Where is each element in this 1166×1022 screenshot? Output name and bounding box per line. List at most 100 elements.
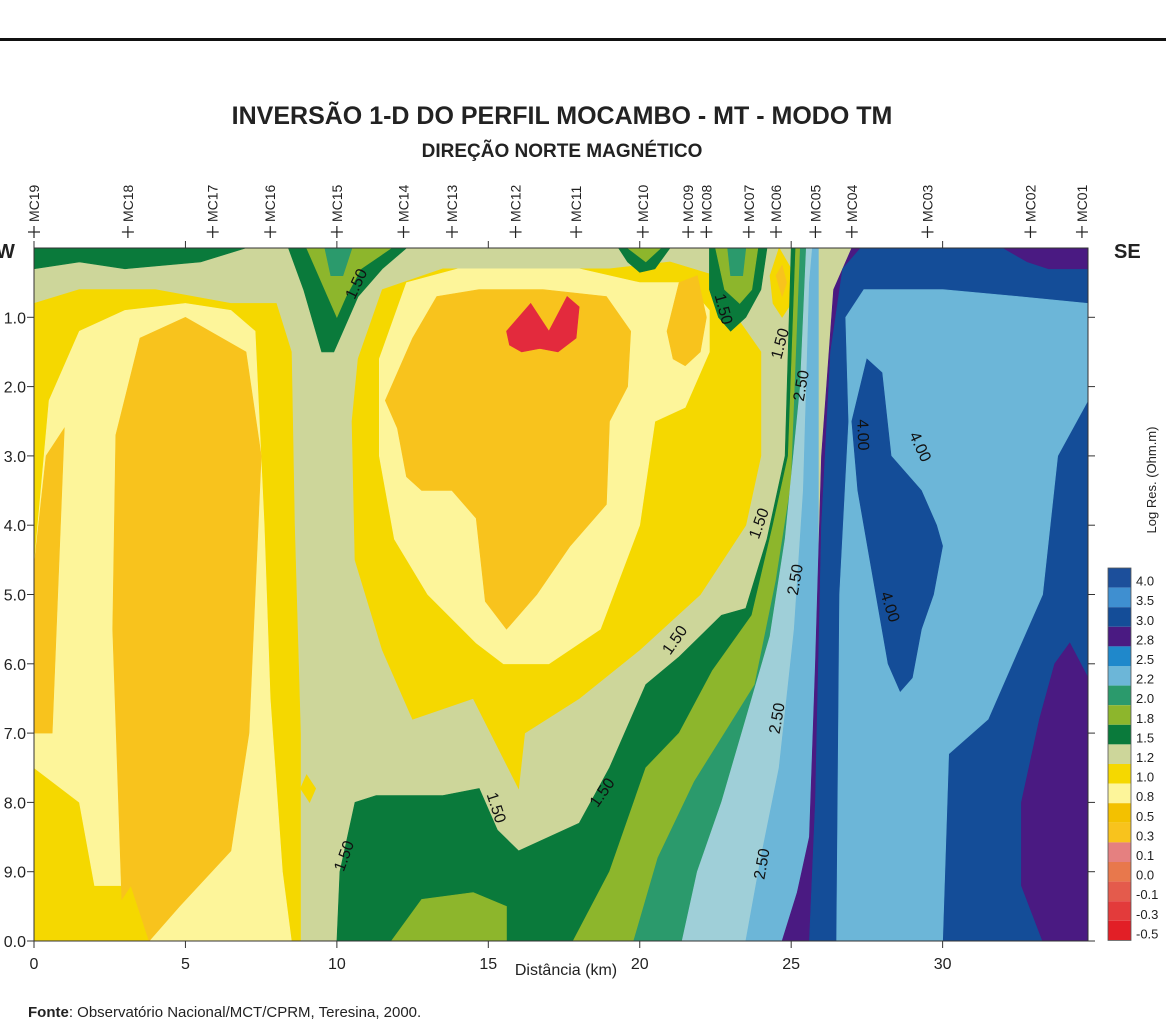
right-side-label: SE [1114,241,1141,263]
x-tick-label: 30 [934,956,952,973]
station-label: MC07 [741,184,757,222]
colorbar-label-value: 0.3 [1136,828,1154,843]
colorbar-label-value: 3.0 [1136,613,1154,628]
region-centre-orange [384,289,632,630]
colorbar-label-value: 0.8 [1136,789,1154,804]
region-teal-u-22 [727,248,747,277]
colorbar-swatch [1108,764,1131,784]
colorbar-label-value: 0.5 [1136,809,1154,824]
station-label: MC19 [26,184,42,222]
region-orange-dot-mc06 [775,264,787,298]
region-purple-bottom-right [1021,642,1088,941]
region-small-yellow-spot [300,774,317,804]
station-label: MC02 [1023,184,1039,222]
station-label: MC15 [329,184,345,222]
colorbar-label-value: -0.1 [1136,887,1158,902]
contour-label: 2.50 [791,369,813,403]
region-red-spot [506,296,580,353]
x-tick-label: 20 [631,956,649,973]
top-rule [0,38,1166,41]
region-left-orange [112,316,262,941]
region-olive-band [391,248,804,941]
colorbar-label-value: 0.0 [1136,868,1154,883]
colorbar-label-value: 2.5 [1136,652,1154,667]
station-label: MC11 [568,185,584,222]
colorbar-frame [1107,567,1132,941]
resistivity-section-chart: INVERSÃO 1-D DO PERFIL MOCAMBO - MT - MO… [0,100,1159,979]
y-tick-label: 4.0 [4,518,26,535]
colorbar-label-value: 2.2 [1136,672,1154,687]
colorbar-label-value: 0.1 [1136,848,1154,863]
x-axis-label: Distância (km) [515,962,617,979]
station-label: MC17 [205,184,221,222]
y-tick-label: 9.0 [4,865,26,882]
source-note: Fonte: Observatório Nacional/MCT/CPRM, T… [28,1004,421,1021]
colorbar-swatch [1108,842,1131,862]
y-tick-label: 2.0 [4,380,26,397]
colorbar-label-value: 1.5 [1136,730,1154,745]
station-label: MC16 [262,184,278,222]
y-tick-label: 7.0 [4,726,26,743]
station-label: MC09 [680,184,696,222]
colorbar-label-value: 2.8 [1136,632,1154,647]
colorbar-swatch [1108,881,1131,902]
colorbar: 4.0 3.5 3.0 2.8 2.5 2.2 2.0 1.8 1.5 1.2 1.0 0.8 0.5 0… [1107,567,1158,941]
region-olive-spot-20 [627,248,662,263]
colorbar-swatch [1108,705,1131,725]
colorbar-swatch [1108,724,1131,745]
colorbar-label-value: 4.0 [1136,574,1154,589]
contour-label: 2.50 [751,847,773,881]
y-tick-label: 3.0 [4,449,26,466]
station-label: MC05 [807,184,823,222]
x-tick-label: 10 [328,956,346,973]
chart-title: INVERSÃO 1-D DO PERFIL MOCAMBO - MT - MO… [232,100,893,130]
colorbar-label-value: -0.5 [1136,926,1158,941]
colorbar-label-value: 1.2 [1136,750,1154,765]
x-tick-label: 5 [181,956,190,973]
region-olive-u-15 [306,248,392,319]
colorbar-label-value: -0.3 [1136,907,1158,922]
x-tick-label: 25 [782,956,800,973]
colorbar-swatch [1108,607,1131,627]
region-right-light-blue [836,289,1088,941]
x-tick-label: 0 [30,956,39,973]
colorbar-label-value: 1.0 [1136,770,1154,785]
contour-label: 4.00 [853,419,871,451]
station-label: MC04 [844,184,860,222]
station-label: MC12 [508,184,524,222]
y-tick-label: 8.0 [4,795,26,812]
x-tick-label: 15 [479,956,497,973]
station-label: MC13 [444,184,460,222]
y-tick-label: 0.0 [4,934,26,951]
axes-layer: 0 5 10 15 20 25 30 1.0 2.0 3.0 4.0 5.0 6.0 7.0 8.0 9.0 0… [4,241,1095,973]
colorbar-label-value: 3.5 [1136,593,1154,608]
region-green-top-left [34,248,247,270]
colorbar-swatch [1108,626,1131,647]
colorbar-swatch [1108,744,1131,764]
colorbar-swatch [1108,568,1131,588]
source-label: Fonte [28,1004,69,1021]
colorbar-swatch [1108,901,1131,921]
colorbar-swatch [1108,646,1131,666]
source-text: : Observatório Nacional/MCT/CPRM, Teresi… [68,1004,422,1021]
colorbar-swatch [1108,920,1131,941]
colorbar-swatch [1108,783,1131,804]
colorbar-label-value: 2.0 [1136,691,1154,706]
contour-label: 2.50 [767,702,789,736]
chart-subtitle: DIREÇÃO NORTE MAGNÉTICO [422,140,703,162]
colorbar-swatch [1108,803,1131,823]
region-teal-u-15 [324,248,353,277]
region-left-orange-strip [34,427,65,734]
region-purple-top-right [1002,248,1088,270]
y-tick-label: 6.0 [4,657,26,674]
contour-fill-layer [34,248,1088,941]
station-label: MC03 [920,184,936,222]
contour-label: 2.50 [785,563,807,597]
colorbar-swatch [1108,666,1131,686]
region-small-orange-oval [666,275,707,367]
station-label: MC01 [1074,184,1090,222]
colorbar-label: Log Res. (Ohm.m) [1144,427,1159,534]
station-label: MC08 [698,184,714,222]
y-tick-label: 1.0 [4,310,26,327]
station-label: MC06 [768,184,784,222]
